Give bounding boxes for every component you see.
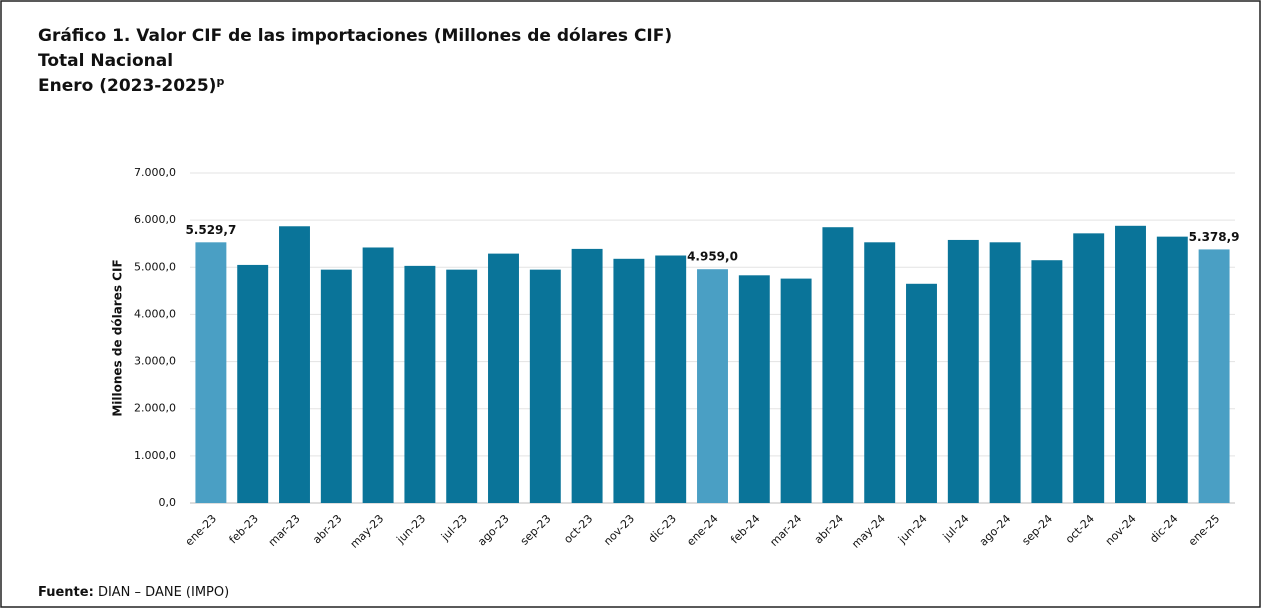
bar (195, 242, 227, 503)
bar (1073, 233, 1105, 504)
bar (320, 269, 352, 503)
bar (613, 258, 645, 503)
x-tick-label: feb-23 (227, 512, 261, 546)
bar (1198, 249, 1230, 503)
x-tick-label: ene-23 (183, 512, 219, 548)
x-tick-label: ago-23 (475, 512, 512, 549)
period: Enero (2023-2025) (38, 76, 216, 96)
x-tick-label: feb-24 (728, 512, 762, 546)
y-tick-label: 7.000,0 (134, 166, 176, 179)
bar (780, 278, 812, 503)
x-tick-label: mar-24 (767, 512, 804, 549)
y-tick-label: 2.000,0 (134, 402, 176, 415)
x-tick-label: mar-23 (266, 512, 303, 549)
x-tick-label: ene-25 (1186, 512, 1222, 548)
bar (822, 227, 854, 503)
x-tick-label: abr-24 (812, 512, 846, 546)
x-tick-label: oct-23 (561, 512, 595, 546)
data-label: 4.959,0 (687, 250, 738, 264)
x-tick-label: ene-24 (684, 512, 720, 548)
bar (1115, 225, 1146, 504)
x-tick-label: jun-24 (895, 512, 930, 547)
x-tick-label: jul-24 (940, 512, 972, 544)
bar (906, 283, 937, 503)
source-label: Fuente: (38, 585, 94, 600)
bar (1156, 236, 1188, 503)
bar (947, 239, 979, 503)
bar (697, 269, 728, 503)
x-tick-label: sep-23 (518, 512, 554, 548)
bar (446, 269, 478, 503)
bar (989, 242, 1021, 504)
x-tick-label: ago-24 (977, 512, 1014, 549)
x-tick-label: nov-23 (601, 512, 637, 548)
data-label: 5.378,9 (1189, 230, 1240, 244)
bar (529, 269, 561, 503)
bar (738, 275, 770, 503)
x-tick-label: dic-24 (1147, 512, 1180, 545)
x-tick-label: abr-23 (310, 512, 344, 546)
y-tick-label: 4.000,0 (134, 307, 176, 320)
bar (404, 265, 436, 503)
bar (655, 255, 687, 503)
bar (279, 226, 310, 503)
x-tick-label: dic-23 (646, 512, 679, 545)
chart-subtitle: Total Nacional (38, 51, 173, 71)
x-tick-label: nov-24 (1103, 512, 1139, 548)
source-text: DIAN – DANE (IMPO) (98, 585, 229, 600)
x-tick-label: jul-23 (438, 512, 470, 544)
bar (488, 253, 519, 503)
note: p (216, 75, 224, 88)
bar (571, 248, 603, 503)
y-axis-label: Millones de dólares CIF (111, 259, 125, 416)
x-tick-label: sep-24 (1019, 512, 1055, 548)
chart-title: Gráfico 1. Valor CIF de las importacione… (38, 26, 672, 46)
x-tick-label: jun-23 (394, 512, 429, 547)
y-tick-label: 6.000,0 (134, 213, 176, 226)
bar (864, 242, 896, 504)
x-tick-label: oct-24 (1063, 512, 1097, 546)
bar (237, 264, 269, 503)
y-tick-label: 0,0 (159, 496, 177, 509)
data-label: 5.529,7 (185, 223, 236, 237)
x-tick-label: may-24 (849, 512, 888, 551)
source: Fuente: DIAN – DANE (IMPO) (38, 585, 229, 600)
y-tick-label: 3.000,0 (134, 355, 176, 368)
y-tick-label: 5.000,0 (134, 260, 176, 273)
chart-period: Enero (2023-2025)p (38, 75, 224, 96)
y-tick-label: 1.000,0 (134, 449, 176, 462)
x-tick-label: may-23 (348, 512, 387, 551)
bar (362, 247, 394, 503)
bar (1031, 260, 1063, 503)
